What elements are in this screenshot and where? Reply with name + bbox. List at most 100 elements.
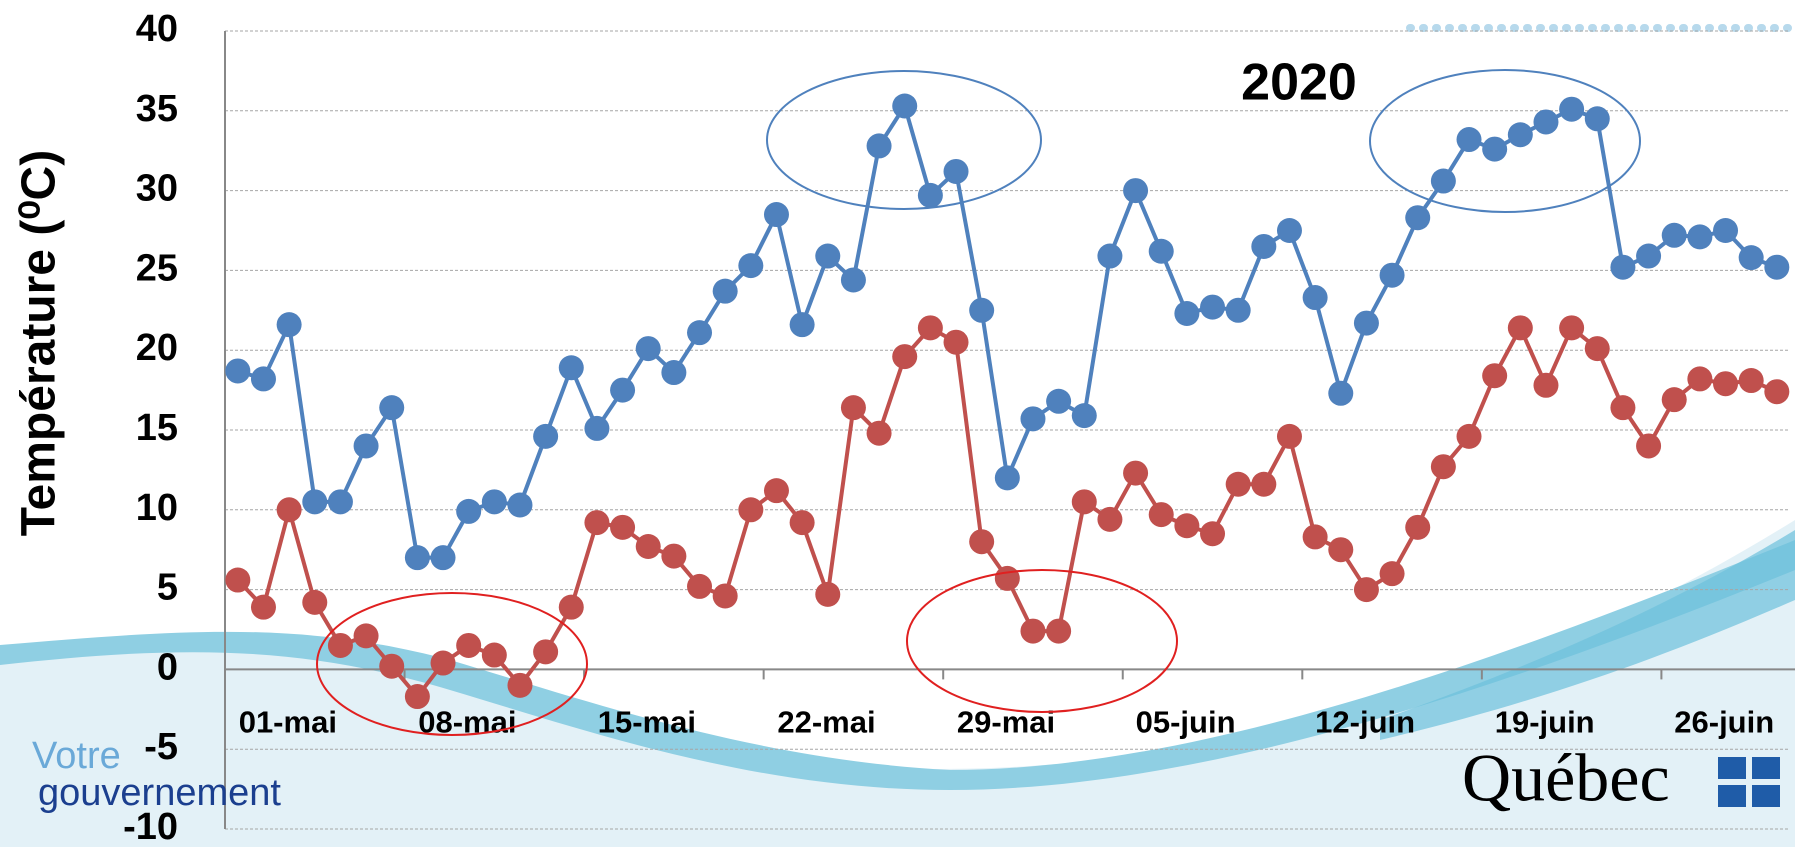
y-tick-label: -5 xyxy=(144,726,178,768)
data-point xyxy=(1379,262,1405,288)
data-point xyxy=(1636,433,1662,459)
data-point xyxy=(943,158,969,184)
data-point xyxy=(789,510,815,536)
data-point xyxy=(225,567,251,593)
data-point xyxy=(712,583,738,609)
data-point xyxy=(1764,254,1790,280)
data-point xyxy=(1251,233,1277,259)
data-point xyxy=(353,623,379,649)
data-point xyxy=(815,581,841,607)
x-tick-label: 01-mai xyxy=(239,705,337,740)
data-point xyxy=(738,253,764,279)
data-point xyxy=(456,632,482,658)
data-point xyxy=(943,329,969,355)
data-point xyxy=(1584,336,1610,362)
data-point xyxy=(866,133,892,159)
data-point xyxy=(225,358,251,384)
data-point xyxy=(917,315,943,341)
data-point xyxy=(687,573,713,599)
data-point xyxy=(430,545,456,571)
data-point xyxy=(327,632,353,658)
data-point xyxy=(815,243,841,269)
data-point xyxy=(635,336,661,362)
data-point xyxy=(738,497,764,523)
data-point xyxy=(1046,388,1072,414)
data-point xyxy=(610,377,636,403)
data-point xyxy=(533,639,559,665)
data-point xyxy=(1071,489,1097,515)
data-point xyxy=(456,498,482,524)
data-point xyxy=(1071,403,1097,429)
data-point xyxy=(1328,537,1354,563)
logo-bottom: gouvernement xyxy=(38,772,281,814)
data-point xyxy=(1020,406,1046,432)
data-point xyxy=(892,93,918,119)
data-point xyxy=(1148,238,1174,264)
data-point xyxy=(917,182,943,208)
data-point xyxy=(1636,243,1662,269)
highlight-ellipse xyxy=(316,592,588,736)
data-point xyxy=(1097,243,1123,269)
data-point xyxy=(1225,471,1251,497)
data-point xyxy=(1123,178,1149,204)
data-point xyxy=(969,297,995,323)
data-point xyxy=(430,650,456,676)
chart-title: 2020 xyxy=(1241,54,1357,112)
data-point xyxy=(1507,122,1533,148)
data-point xyxy=(1353,310,1379,336)
x-tick-label: 19-juin xyxy=(1495,705,1595,740)
data-point xyxy=(1430,168,1456,194)
data-point xyxy=(276,497,302,523)
data-point xyxy=(1456,423,1482,449)
data-point xyxy=(1713,371,1739,397)
data-point xyxy=(1251,471,1277,497)
data-point xyxy=(1713,218,1739,243)
y-tick-label: 0 xyxy=(157,646,178,688)
data-point xyxy=(379,653,405,679)
data-point xyxy=(1533,109,1559,135)
y-tick-label: -10 xyxy=(123,806,178,847)
data-point xyxy=(1738,368,1764,394)
background xyxy=(0,24,1795,847)
data-point xyxy=(379,395,405,421)
x-tick-label: 12-juin xyxy=(1315,705,1415,740)
data-point xyxy=(302,489,328,515)
data-point xyxy=(1687,224,1713,250)
data-point xyxy=(1302,524,1328,550)
data-point xyxy=(558,594,584,620)
data-point xyxy=(1507,315,1533,341)
wave-light xyxy=(0,520,1795,847)
data-point xyxy=(1559,315,1585,341)
data-point xyxy=(661,543,687,569)
data-point xyxy=(404,684,430,710)
data-point xyxy=(1200,521,1226,547)
highlights xyxy=(316,69,1641,736)
y-tick-label: 10 xyxy=(136,487,178,529)
data-point xyxy=(558,355,584,381)
data-point xyxy=(1046,618,1072,644)
data-point xyxy=(276,312,302,338)
data-point xyxy=(840,267,866,293)
data-point xyxy=(1123,460,1149,486)
data-point xyxy=(994,565,1020,591)
data-point xyxy=(1302,285,1328,311)
data-point xyxy=(302,589,328,615)
x-tick-label: 05-juin xyxy=(1136,705,1236,740)
y-tick-label: 15 xyxy=(136,407,178,449)
y-tick-label: 5 xyxy=(157,567,178,609)
data-point xyxy=(1328,380,1354,406)
data-point xyxy=(1097,506,1123,532)
data-point xyxy=(635,534,661,560)
logo-top: Votre xyxy=(32,735,121,777)
data-point xyxy=(250,594,276,620)
flag xyxy=(1718,757,1780,807)
data-point xyxy=(712,278,738,304)
y-tick-label: 20 xyxy=(136,327,178,369)
x-tick-label: 26-juin xyxy=(1674,705,1774,740)
data-point xyxy=(1764,379,1790,405)
data-point xyxy=(1482,136,1508,162)
data-point xyxy=(789,312,815,338)
data-point xyxy=(840,395,866,421)
